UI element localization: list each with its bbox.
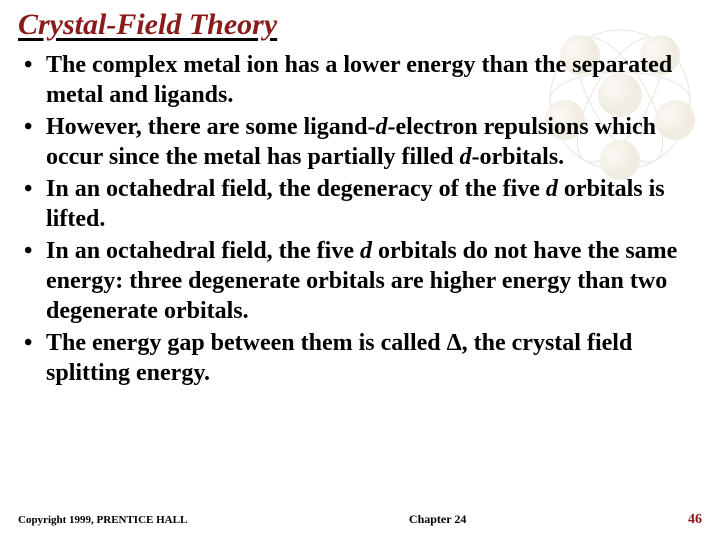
list-item: The complex metal ion has a lower energy… bbox=[46, 50, 702, 110]
slide-title: Crystal-Field Theory bbox=[18, 8, 702, 42]
italic-d: d bbox=[376, 114, 388, 140]
bullet-list: The complex metal ion has a lower energy… bbox=[18, 50, 702, 388]
italic-d: d bbox=[360, 238, 372, 264]
bullet-text: The complex metal ion has a lower energy… bbox=[46, 52, 672, 108]
copyright-text: Copyright 1999, PRENTICE HALL bbox=[18, 514, 187, 526]
bullet-text: In an octahedral field, the degeneracy o… bbox=[46, 176, 546, 202]
bullet-text: In an octahedral field, the five bbox=[46, 238, 360, 264]
bullet-text: -orbitals. bbox=[472, 144, 565, 170]
italic-d: d bbox=[546, 176, 558, 202]
italic-d: d bbox=[460, 144, 472, 170]
bullet-text: However, there are some ligand- bbox=[46, 114, 376, 140]
list-item: In an octahedral field, the five d orbit… bbox=[46, 236, 702, 326]
page-number: 46 bbox=[688, 512, 702, 528]
list-item: In an octahedral field, the degeneracy o… bbox=[46, 174, 702, 234]
list-item: However, there are some ligand-d-electro… bbox=[46, 112, 702, 172]
list-item: The energy gap between them is called Δ,… bbox=[46, 328, 702, 388]
chapter-label: Chapter 24 bbox=[409, 512, 466, 527]
slide-footer: Copyright 1999, PRENTICE HALL Chapter 24… bbox=[0, 512, 720, 528]
bullet-text: The energy gap between them is called Δ,… bbox=[46, 330, 632, 386]
